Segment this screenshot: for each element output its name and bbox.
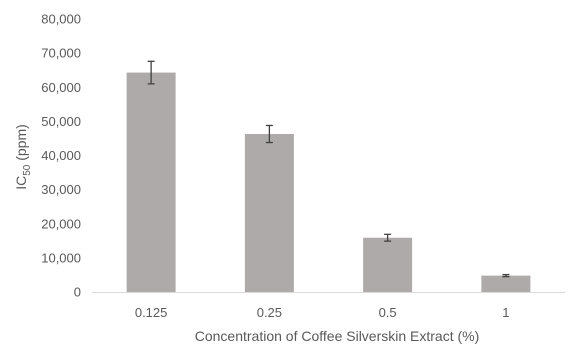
y-axis-title-main: IC (13, 176, 29, 190)
bar (244, 134, 294, 292)
error-bar (384, 233, 392, 242)
y-axis-title: IC50 (ppm) (13, 124, 33, 190)
bar (363, 237, 413, 292)
x-axis-ticks: 0.125 0.25 0.5 1 (135, 305, 510, 320)
y-tick-label: 10,000 (41, 250, 81, 265)
y-tick-label: 30,000 (41, 182, 81, 197)
error-bar (147, 60, 155, 85)
y-tick-label: 80,000 (41, 12, 81, 27)
y-tick-label: 60,000 (41, 80, 81, 95)
y-axis-title-suffix: (ppm) (13, 124, 29, 164)
y-tick-label: 50,000 (41, 114, 81, 129)
bar (481, 275, 531, 292)
x-axis-title: Concentration of Coffee Silverskin Extra… (195, 328, 480, 344)
bar (126, 72, 176, 292)
x-tick-label: 0.125 (135, 305, 168, 320)
bars-group (126, 72, 531, 292)
y-tick-label: 40,000 (41, 148, 81, 163)
x-tick-label: 1 (502, 305, 509, 320)
y-tick-label: 70,000 (41, 46, 81, 61)
error-bars-group (147, 60, 510, 278)
x-tick-label: 0.5 (379, 305, 397, 320)
y-tick-label: 20,000 (41, 216, 81, 231)
x-tick-label: 0.25 (257, 305, 282, 320)
y-tick-label: 0 (74, 285, 81, 300)
y-axis-ticks: 0 10,000 20,000 30,000 40,000 50,000 60,000 70,… (41, 12, 81, 300)
y-axis-title-subscript: 50 (22, 164, 33, 176)
error-bar (265, 124, 273, 144)
error-bar (502, 273, 510, 278)
